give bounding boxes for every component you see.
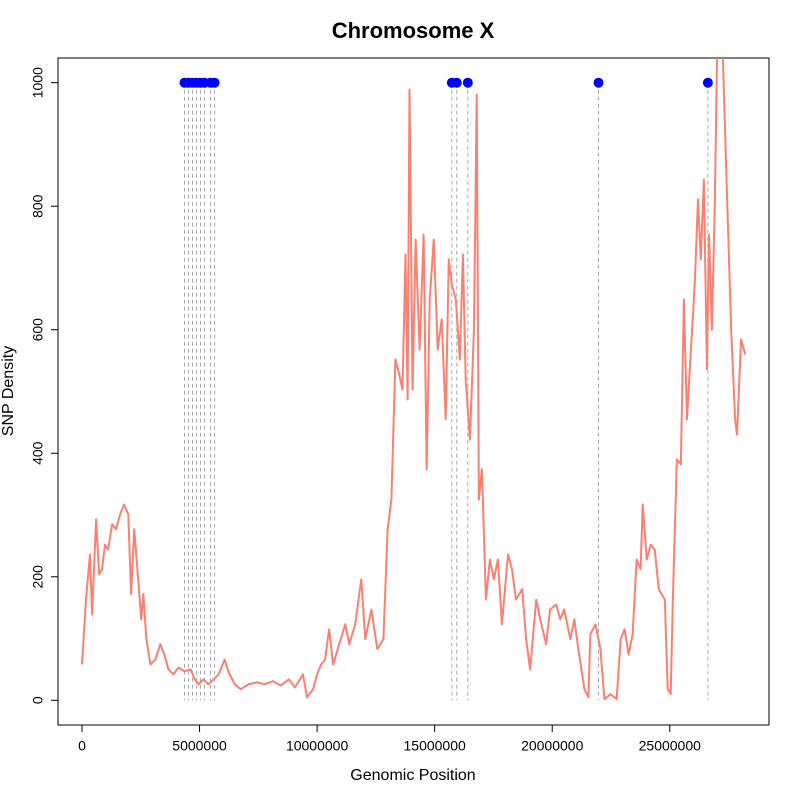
x-tick-label: 25000000 xyxy=(639,738,702,754)
x-tick-label: 20000000 xyxy=(521,738,584,754)
y-tick-label: 1000 xyxy=(30,67,46,98)
plot-frame xyxy=(57,57,770,726)
marker-point xyxy=(702,77,713,88)
y-tick-label: 200 xyxy=(30,565,46,589)
marker-point xyxy=(593,77,604,88)
y-axis-label: SNP Density xyxy=(0,346,17,436)
y-tick-label: 600 xyxy=(30,318,46,342)
x-tick-label: 5000000 xyxy=(172,738,227,754)
x-axis-label: Genomic Position xyxy=(350,767,475,784)
marker-point xyxy=(451,77,462,88)
chart-title: Chromosome X xyxy=(332,18,495,43)
y-tick-label: 0 xyxy=(30,696,46,704)
y-tick-label: 800 xyxy=(30,194,46,218)
x-tick-label: 0 xyxy=(78,738,86,754)
x-tick-label: 10000000 xyxy=(286,738,349,754)
snp-density-line xyxy=(80,58,747,701)
marker-point xyxy=(462,77,473,88)
y-tick-label: 400 xyxy=(30,441,46,465)
x-tick-label: 15000000 xyxy=(404,738,467,754)
marker-point xyxy=(209,77,220,88)
plot-area xyxy=(80,58,747,701)
